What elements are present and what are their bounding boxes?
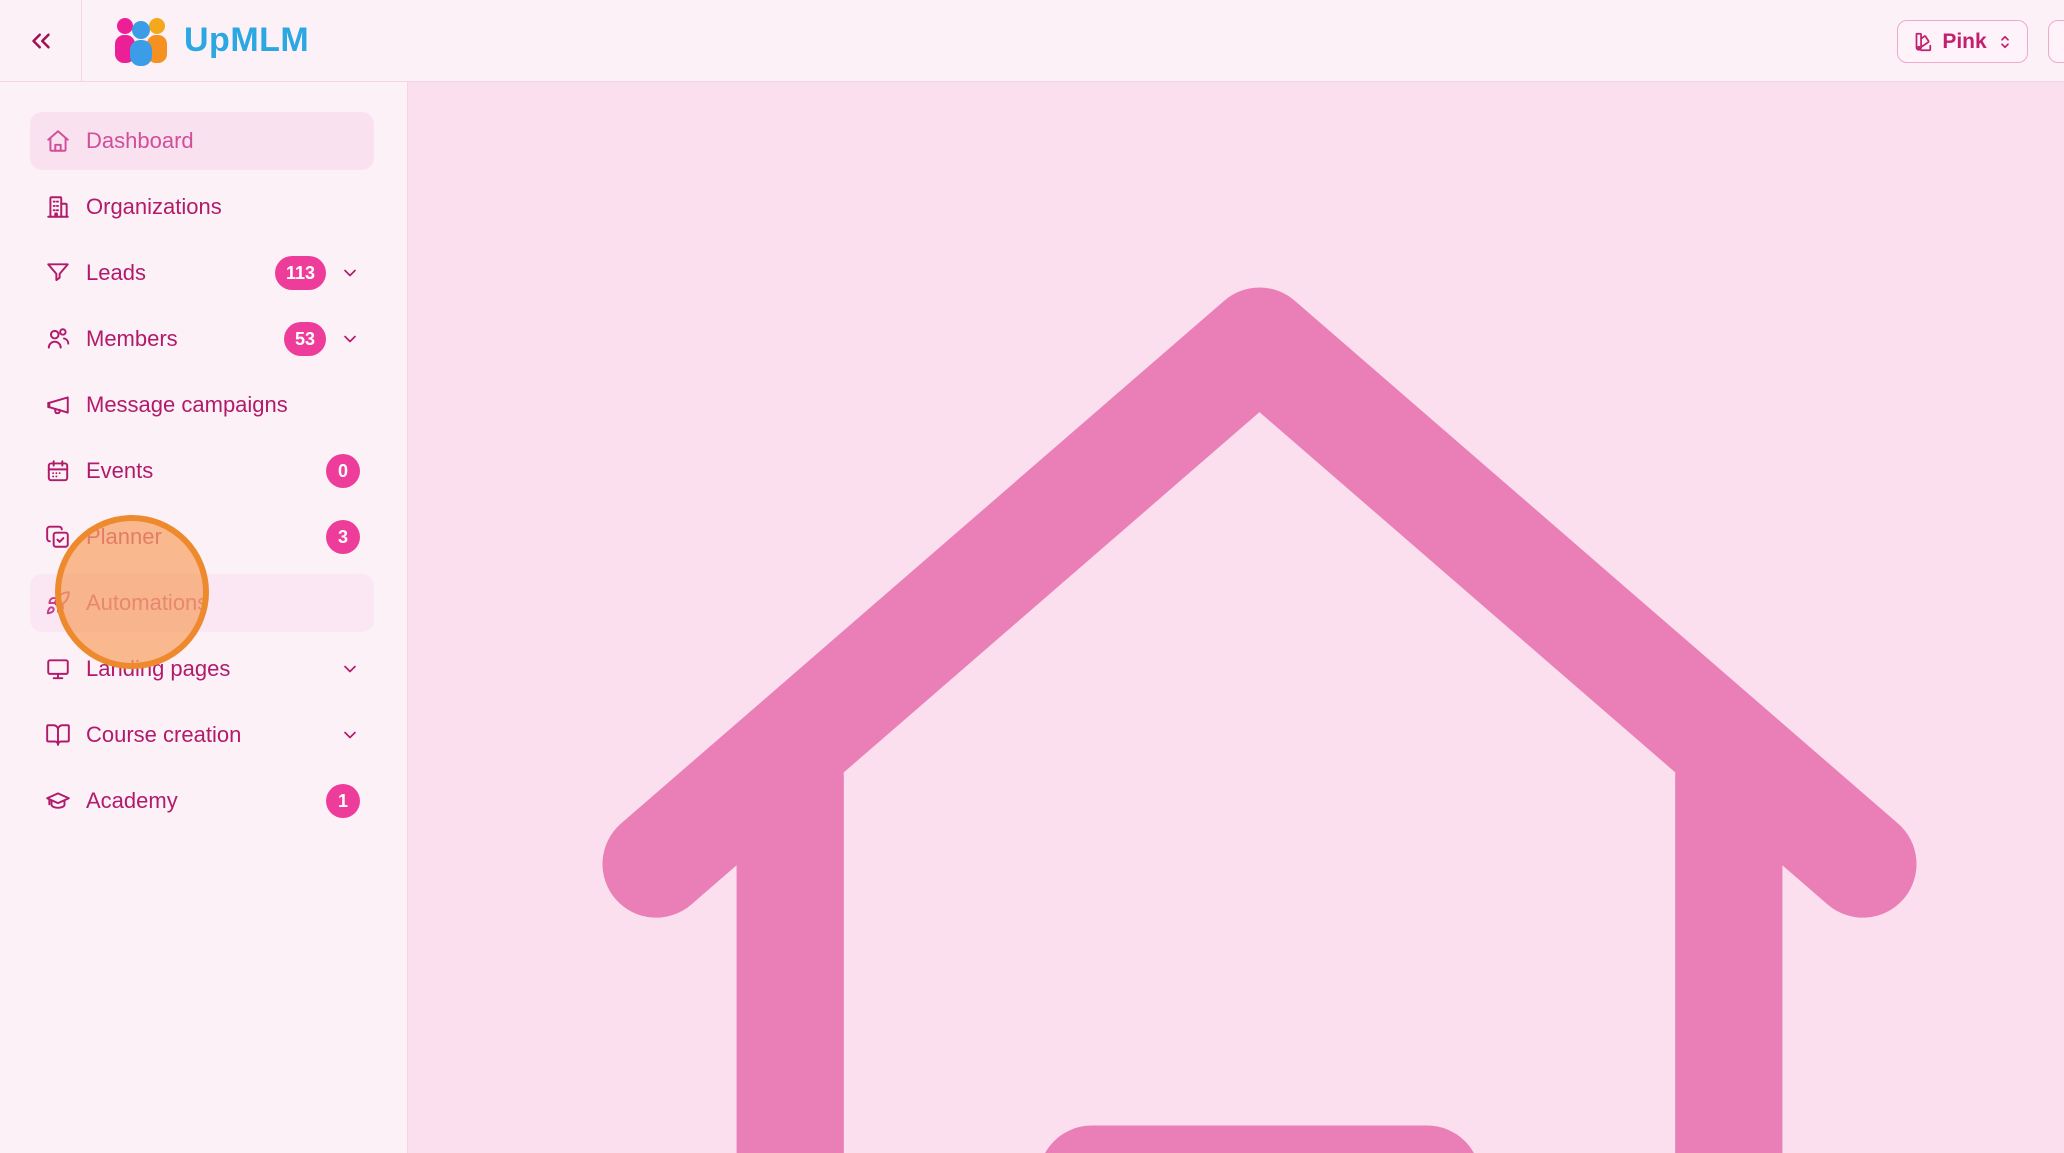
sidebar-item-label: Dashboard xyxy=(86,128,194,153)
chevron-down-icon[interactable] xyxy=(340,263,360,283)
theme-name: Pink xyxy=(1942,29,1987,53)
sidebar-item-label: Message campaigns xyxy=(86,392,288,417)
sidebar-collapse-button[interactable] xyxy=(0,0,82,82)
home-icon xyxy=(45,128,71,154)
sidebar-item-organizations[interactable]: Organizations xyxy=(30,178,374,236)
partial-topbar-button[interactable] xyxy=(2048,20,2064,63)
sidebar-item-planner[interactable]: Planner 3 xyxy=(30,508,374,566)
rocket-icon xyxy=(45,590,71,616)
members-count-badge: 53 xyxy=(283,322,326,356)
theme-selector-button[interactable]: Pink xyxy=(1897,20,2028,63)
sidebar-item-automations[interactable]: Automations xyxy=(30,574,374,632)
sidebar-item-label: Automations xyxy=(86,590,209,615)
sidebar-item-label: Events xyxy=(86,458,154,483)
book-open-icon xyxy=(45,722,71,748)
sidebar-item-leads[interactable]: Leads 113 xyxy=(30,244,374,302)
monitor-icon xyxy=(45,656,71,682)
chevron-down-icon[interactable] xyxy=(340,659,360,679)
breadcrumb xyxy=(455,140,2064,1153)
chevron-down-icon[interactable] xyxy=(340,329,360,349)
megaphone-icon xyxy=(45,392,71,418)
events-count-badge: 0 xyxy=(326,454,360,488)
sidebar-item-course-creation[interactable]: Course creation xyxy=(30,706,374,764)
sidebar-item-label: Landing pages xyxy=(86,656,231,681)
sidebar-item-members[interactable]: Members 53 xyxy=(30,310,374,368)
calendar-icon xyxy=(45,458,71,484)
sidebar-item-label: Academy xyxy=(86,788,178,813)
swatch-book-icon xyxy=(1911,31,1933,53)
app-name: UpMLM xyxy=(184,21,310,59)
sidebar-item-events[interactable]: Events 0 xyxy=(30,442,374,500)
sidebar-item-dashboard[interactable]: Dashboard xyxy=(30,112,374,170)
chevron-up-down-icon xyxy=(1996,33,2014,51)
breadcrumb-home-icon[interactable] xyxy=(455,140,2064,1153)
graduation-cap-icon xyxy=(45,788,71,814)
sidebar-item-message-campaigns[interactable]: Message campaigns xyxy=(30,376,374,434)
sidebar-item-label: Planner xyxy=(86,524,162,549)
upmlm-people-logo-icon xyxy=(112,15,170,67)
sidebar-item-landing-pages[interactable]: Landing pages xyxy=(30,640,374,698)
chevrons-left-icon xyxy=(26,26,56,56)
sidebar-item-academy[interactable]: Academy 1 xyxy=(30,772,374,830)
building-icon xyxy=(45,194,71,220)
app-logo: UpMLM xyxy=(112,15,309,67)
main-content: Dashboard Network Import members Automat… xyxy=(408,82,2064,1153)
sidebar-item-label: Course creation xyxy=(86,722,242,747)
clipboard-check-icon xyxy=(45,524,71,550)
sidebar-item-label: Organizations xyxy=(86,194,222,219)
planner-count-badge: 3 xyxy=(326,520,360,554)
chevron-down-icon[interactable] xyxy=(340,725,360,745)
topbar: UpMLM Pink xyxy=(0,0,2064,82)
sidebar-item-label: Members xyxy=(86,326,178,351)
sidebar-item-label: Leads xyxy=(86,260,146,285)
leads-count-badge: 113 xyxy=(274,256,326,290)
funnel-icon xyxy=(45,260,71,286)
users-icon xyxy=(45,326,71,352)
sidebar-nav: Dashboard Organizations Leads 113 Member… xyxy=(0,82,408,1153)
academy-count-badge: 1 xyxy=(326,784,360,818)
